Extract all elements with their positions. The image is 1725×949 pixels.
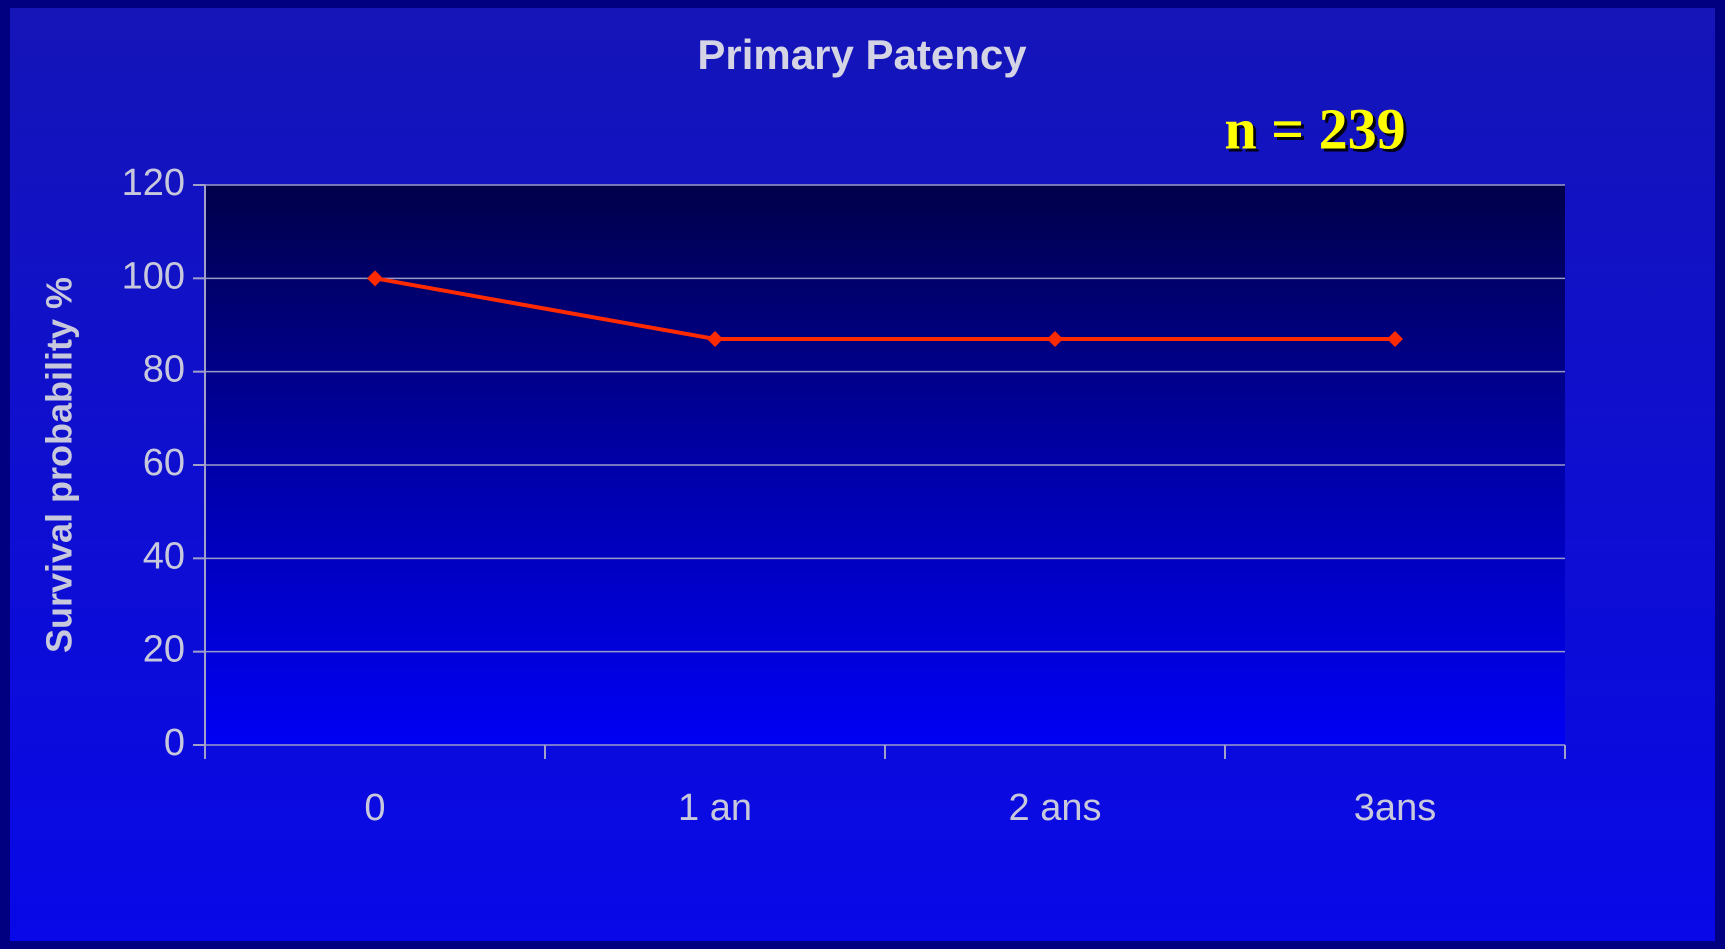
marker <box>707 331 723 347</box>
x-tick-label: 2 ans <box>1009 787 1102 829</box>
marker <box>367 270 383 287</box>
y-tick-label: 20 <box>143 629 185 671</box>
line <box>374 276 1395 341</box>
y-tick-label: 100 <box>122 255 185 297</box>
y-tick-label: 40 <box>143 535 185 577</box>
y-axis-label: Survival probability % <box>39 277 80 653</box>
x-tick-label: 0 <box>364 787 385 829</box>
y-tick-label: 120 <box>122 162 185 204</box>
annotation: n = 239 <box>1224 96 1405 161</box>
x-tick-label: 3ans <box>1354 787 1436 829</box>
marker <box>1387 331 1403 347</box>
y-tick-label: 0 <box>164 722 185 764</box>
x-tick-label: 1 an <box>678 787 752 829</box>
marker <box>1047 331 1063 347</box>
chart-title: Primary Patency <box>697 31 1027 78</box>
y-tick-label: 60 <box>143 442 185 484</box>
y-tick-label: 80 <box>143 349 185 391</box>
